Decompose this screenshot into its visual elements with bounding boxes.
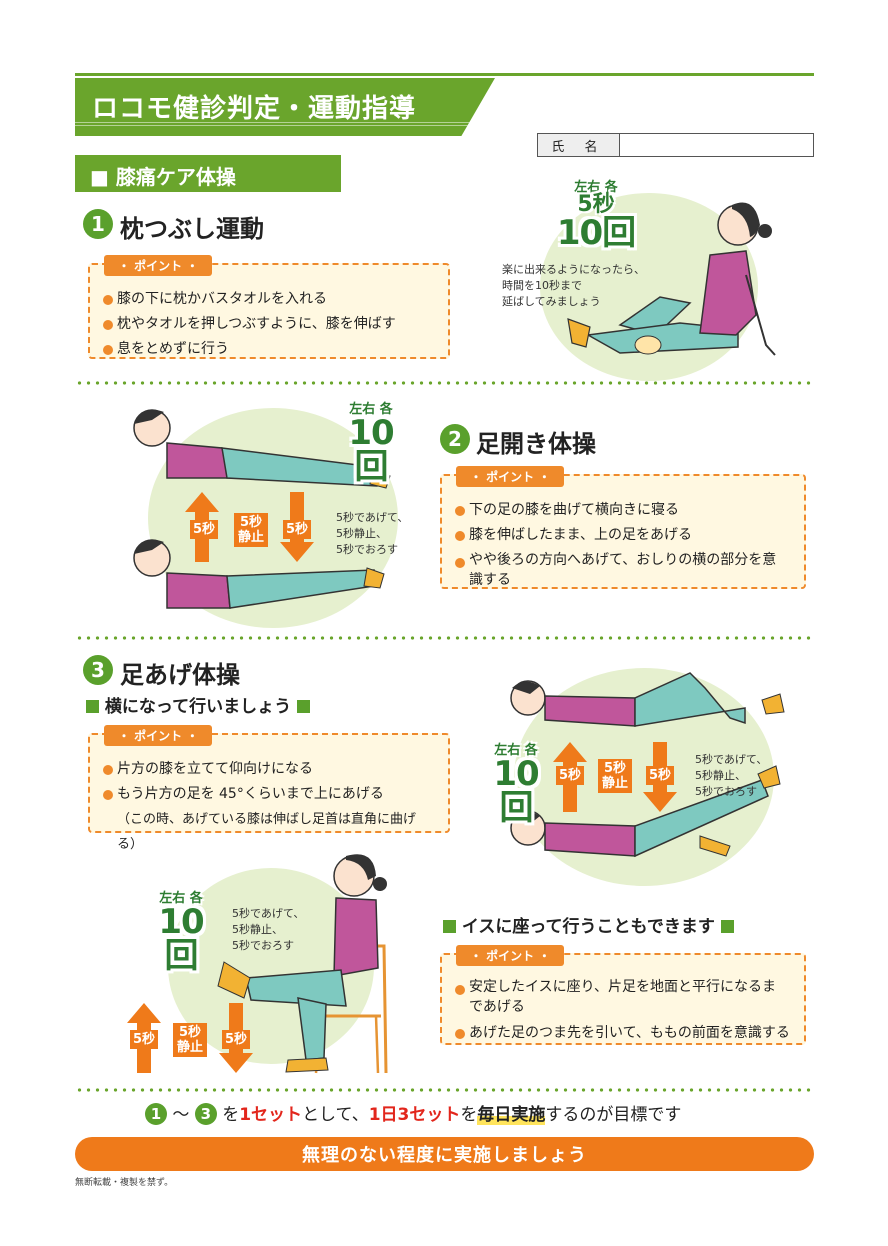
exercise1-note: 楽に出来るようになったら、 時間を10秒まで 延ばしてみましょう [502,262,645,310]
arrow-hold-label: 5秒静止 [173,1023,207,1057]
note-line: 楽に出来るようになったら、 [502,263,645,276]
point-item: 息をとめずに行う [102,337,434,362]
header-rule [75,73,814,76]
point-item: やや後ろの方向へあげて、おしりの横の部分を意識する [454,550,790,590]
arrow-up-label: 5秒 [556,766,585,785]
point-item: 安定したイスに座り、片足を地面と平行になるまであげる [454,977,790,1017]
reps-seconds: 5秒 [577,192,615,217]
subtitle-text: イスに座って行うこともできます [461,917,715,937]
point-tag: ・ ポイント ・ [104,255,213,276]
exercise2-note: 5秒であげて、 5秒静止、 5秒でおろす [336,510,408,558]
goal-statement: 1 〜 3 を1セットとして、1日3セットを毎日実施するのが目標です [145,1100,681,1125]
footer-banner: 無理のない程度に実施しましょう [75,1137,814,1171]
note-line: 延ばしてみましょう [502,295,601,308]
point-item: 片方の膝を立てて仰向けになる [102,757,434,782]
point-item: もう片方の足を 45°くらいまで上にあげる [102,782,434,807]
name-input-area[interactable] [620,134,813,156]
exercise-number-3: 3 [83,655,113,685]
arrow-up-label: 5秒 [190,520,219,539]
goal-text: を [222,1105,240,1125]
note-line: 5秒でおろす [336,543,398,556]
goal-number-1: 1 [145,1103,167,1125]
square-bullet-icon [86,700,99,713]
goal-text: を [460,1105,478,1125]
section-title: ■ 膝痛ケア体操 [90,165,236,189]
reps-label: 左右 各 [494,743,538,758]
reps-label: 左右 各 [159,891,203,906]
point-item: 膝を伸ばしたまま、上の足をあげる [454,523,790,548]
point-item: 下の足の膝を曲げて横向きに寝る [454,498,790,523]
exercise2-reps: 左右 各 10回 [333,403,409,484]
exercise1-points: ・ ポイント ・ 膝の下に枕かバスタオルを入れる 枕やタオルを押しつぶすように、… [88,255,450,362]
exercise1-title: 枕つぶし運動 [120,215,264,243]
copyright-notice: 無断転載・複製を禁ず。 [75,1178,174,1188]
reps-count: 10回 [556,213,636,253]
goal-number-3: 3 [194,1103,217,1125]
arrow-down-label: 5秒 [283,520,312,539]
divider [75,636,814,640]
goal-daily: 毎日実施 [477,1105,546,1125]
point-item: あげた足のつま先を引いて、ももの前面を意識する [454,1021,790,1046]
arrow-hold-label: 5秒静止 [598,759,632,793]
chair-points: ・ ポイント ・ 安定したイスに座り、片足を地面と平行になるまであげる あげた足… [440,945,806,1046]
exercise3-subtitle: 横になって行いましょう [86,692,310,717]
point-tag: ・ ポイント ・ [456,945,565,966]
note-line: 5秒静止、 [695,769,746,782]
note-line: 5秒静止、 [336,527,387,540]
point-item: 枕やタオルを押しつぶすように、膝を伸ばす [102,312,434,337]
note-line: 5秒静止、 [232,923,283,936]
goal-text: するのが目標です [545,1105,682,1125]
title-band [75,78,495,136]
chair-subtitle: イスに座って行うこともできます [443,912,734,937]
reps-label: 左右 各 [574,180,618,195]
chair-sitting-illustration [217,854,388,1074]
goal-tilde: 〜 [172,1105,190,1125]
name-label: 氏 名 [538,134,620,156]
side-lying-illustration [133,409,391,609]
square-bullet-icon [443,920,456,933]
square-bullet-icon [720,920,734,933]
reps-count: 10回 [493,754,539,828]
note-line: 5秒でおろす [695,785,757,798]
lying-on-back-illustration [510,672,785,858]
note-line: 5秒であげて、 [336,511,409,524]
exercise3-title: 足あげ体操 [120,661,240,689]
exercise1-reps: 左右 各 5秒 10回 [556,181,636,250]
note-line: 5秒であげて、 [695,753,768,766]
exercise-number-2: 2 [440,424,470,454]
divider [75,381,814,385]
chair-note: 5秒であげて、 5秒静止、 5秒でおろす [232,906,304,954]
point-tag: ・ ポイント ・ [104,725,213,746]
point-tag: ・ ポイント ・ [456,466,565,487]
square-bullet-icon [297,700,310,713]
note-line: 5秒でおろす [232,939,294,952]
subtitle-text: 横になって行いましょう [104,697,292,717]
reps-count: 10回 [348,413,394,487]
arrow-down-label: 5秒 [222,1030,251,1049]
exercise2-title: 足開き体操 [476,430,596,458]
exercise3-reps: 左右 各 10回 [478,744,554,825]
section-band [75,155,341,192]
arrow-up-label: 5秒 [130,1030,159,1049]
goal-one-set: 1セット [239,1105,303,1125]
point-item: （この時、あげている膝は伸ばし足首は直角に曲げる） [117,812,417,852]
exercise-number-1: 1 [83,209,113,239]
sitting-woman-illustration [567,202,776,356]
exercise3-note: 5秒であげて、 5秒静止、 5秒でおろす [695,752,767,800]
reps-label: 左右 各 [349,402,393,417]
page-title: ロコモ健診判定・運動指導 [92,94,417,124]
goal-three-sets: 1日3セット [368,1105,461,1125]
exercise2-points: ・ ポイント ・ 下の足の膝を曲げて横向きに寝る 膝を伸ばしたまま、上の足をあげ… [440,466,806,590]
chair-reps: 左右 各 10回 [143,892,219,973]
exercise3-points: ・ ポイント ・ 片方の膝を立てて仰向けになる もう片方の足を 45°くらいまで… [88,725,450,852]
note-line: 5秒であげて、 [232,907,305,920]
name-field-box[interactable]: 氏 名 [537,133,814,157]
divider [75,1088,814,1092]
arrow-down-label: 5秒 [646,766,675,785]
note-line: 時間を10秒まで [502,279,582,292]
arrow-hold-label: 5秒静止 [234,513,268,547]
point-item: 膝の下に枕かバスタオルを入れる [102,287,434,312]
goal-text: として、 [302,1105,369,1125]
reps-count: 10回 [158,902,204,976]
